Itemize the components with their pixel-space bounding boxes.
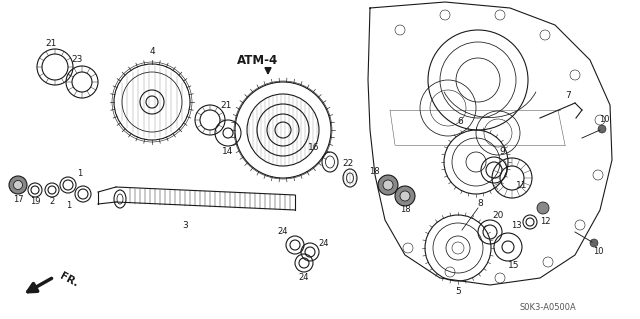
Text: 21: 21 [45,39,57,48]
Text: 15: 15 [508,261,520,270]
Text: 14: 14 [222,146,234,155]
Text: 16: 16 [308,144,320,152]
Text: 1: 1 [67,202,72,211]
Text: 10: 10 [599,115,609,124]
Text: 7: 7 [565,92,571,100]
Text: 3: 3 [182,220,188,229]
Text: 23: 23 [71,56,83,64]
Text: 17: 17 [13,195,23,204]
Text: 9: 9 [499,147,505,157]
Text: 24: 24 [299,272,309,281]
Text: 18: 18 [400,205,410,214]
Text: 24: 24 [278,226,288,235]
Text: S0K3-A0500A: S0K3-A0500A [520,303,577,313]
Circle shape [537,202,549,214]
Circle shape [9,176,27,194]
Circle shape [13,181,22,189]
Text: 22: 22 [342,160,354,168]
Circle shape [395,186,415,206]
Circle shape [590,239,598,247]
Text: 5: 5 [455,287,461,296]
Circle shape [400,191,410,201]
Circle shape [383,180,393,190]
Text: FR.: FR. [58,271,80,289]
Text: 10: 10 [593,248,604,256]
Text: 11: 11 [516,182,528,190]
Text: 24: 24 [319,240,329,249]
Text: 4: 4 [149,48,155,56]
Text: ATM-4: ATM-4 [237,54,278,66]
Circle shape [598,125,606,133]
Text: 1: 1 [77,168,83,177]
Text: 12: 12 [540,218,550,226]
Text: 20: 20 [492,211,504,220]
Text: 6: 6 [457,117,463,127]
Text: 13: 13 [511,221,522,231]
Text: 19: 19 [29,197,40,206]
Text: 2: 2 [49,197,54,206]
Text: 18: 18 [369,167,380,175]
Circle shape [378,175,398,195]
Text: 8: 8 [477,198,483,207]
Text: 21: 21 [220,101,232,110]
